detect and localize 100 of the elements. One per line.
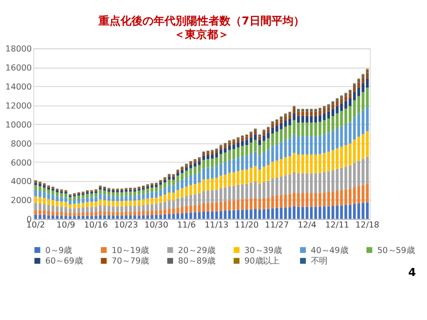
bar	[250, 198, 252, 210]
bar	[250, 153, 252, 168]
bar	[228, 172, 231, 186]
bar	[176, 172, 180, 176]
bar	[280, 142, 283, 159]
bar	[254, 198, 257, 209]
bar	[353, 84, 356, 87]
bar	[172, 214, 175, 219]
bar	[228, 160, 231, 173]
bar	[60, 196, 63, 202]
bar	[314, 112, 318, 116]
bar	[206, 178, 210, 191]
bar	[133, 192, 136, 196]
bar	[322, 120, 326, 134]
bar	[228, 210, 231, 219]
bar	[301, 112, 304, 116]
bar	[258, 170, 262, 184]
bar	[262, 140, 266, 152]
bar	[210, 202, 214, 212]
bar	[124, 192, 128, 196]
bar	[306, 112, 308, 116]
bar	[94, 216, 98, 219]
legend-label: 80～89歳	[178, 256, 216, 266]
bar	[68, 197, 72, 200]
bar	[64, 197, 68, 202]
bar	[318, 108, 322, 111]
bar	[202, 156, 206, 160]
bar	[138, 211, 140, 216]
bar	[176, 198, 180, 208]
bar	[262, 166, 266, 182]
bar	[210, 178, 214, 190]
bar	[266, 197, 270, 209]
bar	[64, 216, 68, 219]
bar	[116, 206, 119, 212]
bar	[180, 188, 184, 198]
bar	[77, 196, 80, 199]
bar	[124, 196, 128, 201]
y-tick-label: 14000	[5, 81, 32, 92]
bar	[168, 176, 171, 180]
bar	[362, 184, 364, 203]
bar	[164, 180, 166, 182]
y-tick-label: 18000	[5, 44, 32, 54]
bar	[146, 198, 150, 204]
bar	[292, 106, 296, 110]
y-tick-label: 6000	[10, 157, 32, 168]
bar	[38, 203, 42, 210]
y-tick-label: 12000	[5, 100, 32, 110]
bar	[284, 194, 287, 208]
bar	[42, 192, 46, 198]
bar	[348, 93, 352, 98]
bar	[245, 210, 248, 219]
bar	[310, 136, 313, 155]
bar	[306, 122, 308, 136]
bar	[172, 185, 175, 193]
bar	[266, 165, 270, 181]
bar	[288, 114, 292, 119]
bar	[94, 196, 98, 202]
bar	[150, 198, 154, 204]
bar	[232, 159, 236, 172]
bar	[42, 215, 46, 219]
bar	[82, 212, 84, 216]
bar	[288, 138, 292, 156]
bar	[228, 186, 231, 200]
bar	[340, 96, 343, 99]
bar	[366, 156, 369, 184]
bar	[206, 152, 210, 155]
bar	[150, 188, 154, 192]
bar	[340, 126, 343, 147]
x-tick-label: 12/11	[325, 220, 350, 230]
bar	[56, 206, 59, 212]
bar	[284, 126, 287, 140]
bar	[340, 98, 343, 104]
bar	[68, 216, 72, 219]
bar	[224, 201, 227, 211]
bar	[318, 206, 322, 219]
text: 4	[408, 266, 416, 280]
bar	[262, 198, 266, 210]
bar	[154, 204, 158, 210]
bar	[236, 142, 240, 148]
bar	[172, 180, 175, 186]
bar	[142, 205, 145, 212]
bar	[120, 201, 124, 206]
bar	[318, 114, 322, 122]
bar	[77, 216, 80, 219]
bar	[228, 142, 231, 146]
bar	[224, 162, 227, 175]
bar	[60, 193, 63, 197]
bar	[362, 158, 364, 185]
bar	[362, 78, 364, 84]
bar	[310, 193, 313, 207]
x-tick-label: 12/18	[355, 220, 380, 230]
bar	[150, 204, 154, 211]
bar	[94, 202, 98, 207]
bar	[189, 212, 192, 219]
bar	[306, 154, 308, 174]
bar	[318, 110, 322, 115]
bar	[138, 215, 140, 219]
bar	[124, 215, 128, 219]
bar	[94, 212, 98, 216]
bar	[38, 197, 42, 204]
